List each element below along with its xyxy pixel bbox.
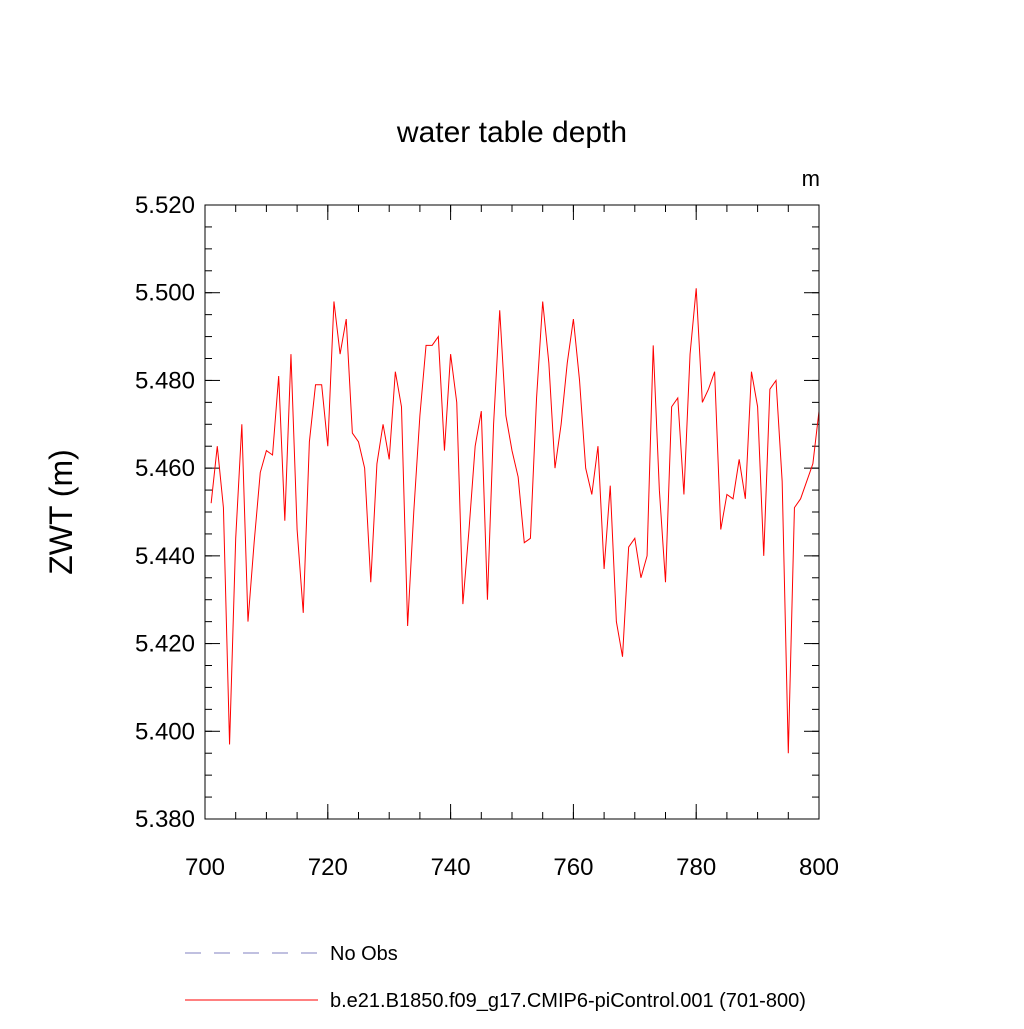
x-tick-label: 720	[308, 854, 348, 881]
unit-label: m	[802, 166, 820, 191]
y-tick-label: 5.520	[135, 192, 195, 219]
y-tick-label: 5.380	[135, 806, 195, 833]
legend-label: b.e21.B1850.f09_g17.CMIP6-piControl.001 …	[330, 990, 806, 1012]
y-axis-title: ZWT (m)	[43, 449, 79, 575]
legend: No Obs b.e21.B1850.f09_g17.CMIP6-piContro…	[185, 943, 806, 1012]
y-tick-label: 5.440	[135, 543, 195, 570]
y-tick-label: 5.400	[135, 718, 195, 745]
x-tick-label: 740	[431, 854, 471, 881]
axis-ticks: 5.380 5.400 5.420 5.440 5.460 5.480 5.500 5.520…	[135, 192, 839, 881]
y-tick-label: 5.460	[135, 455, 195, 482]
y-tick-label: 5.500	[135, 280, 195, 307]
y-tick-label: 5.420	[135, 631, 195, 658]
x-tick-label: 700	[185, 854, 225, 881]
x-tick-label: 800	[799, 854, 839, 881]
legend-label: No Obs	[330, 943, 398, 965]
series-layer	[210, 288, 820, 754]
y-tick-label: 5.480	[135, 367, 195, 394]
series-line-1	[210, 288, 820, 754]
plot-frame	[204, 204, 820, 820]
chart-title: water table depth	[396, 116, 627, 149]
x-tick-label: 760	[553, 854, 593, 881]
x-tick-label: 780	[676, 854, 716, 881]
